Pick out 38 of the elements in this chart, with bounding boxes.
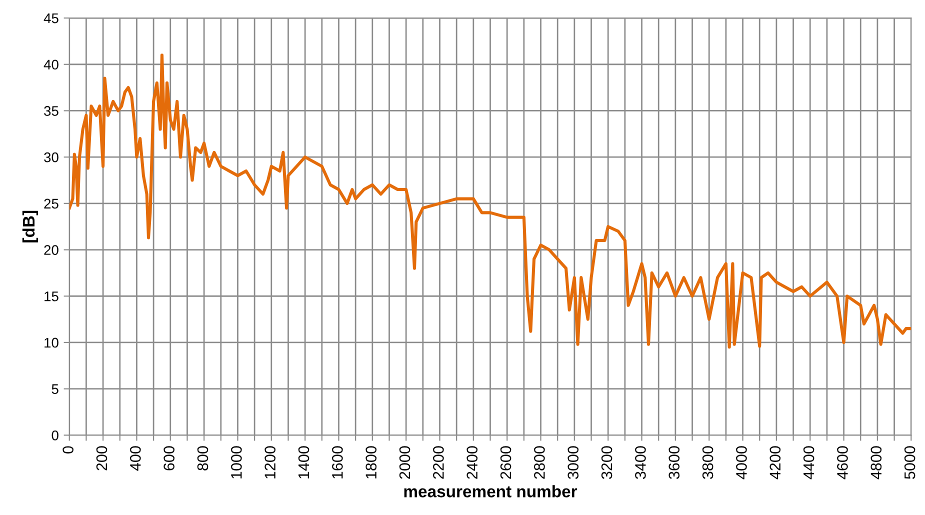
x-tick-label: 400 — [130, 446, 141, 471]
x-tick-label: 0 — [62, 446, 74, 454]
x-tick-label: 800 — [197, 446, 208, 470]
x-tick-label: 3000 — [568, 446, 579, 479]
x-tick-label: 3600 — [668, 446, 680, 479]
x-tick-label: 3200 — [601, 446, 612, 479]
x-axis-title: measurement number — [404, 485, 578, 498]
y-tick-label: 10 — [44, 338, 58, 348]
x-tick-label: 3800 — [702, 446, 714, 479]
x-tick-label: 1600 — [332, 446, 343, 478]
x-tick-label: 2200 — [433, 446, 444, 479]
x-tick-label: 2800 — [534, 446, 545, 479]
x-tick-label: 3400 — [635, 446, 646, 479]
x-tick-label: 1800 — [366, 446, 377, 478]
y-tick-label: 15 — [44, 292, 58, 302]
y-tick-label: 35 — [44, 106, 58, 116]
y-tick-label: 0 — [52, 430, 58, 440]
y-axis-title: [dB] — [22, 210, 38, 242]
x-tick-label: 1000 — [231, 446, 242, 478]
y-tick-label: 5 — [52, 384, 58, 394]
x-tick-label: 4000 — [736, 446, 747, 480]
x-tick-label: 2400 — [466, 446, 478, 479]
x-tick-label: 600 — [164, 446, 174, 470]
y-tick-label: 30 — [44, 152, 58, 162]
x-tick-label: 1400 — [298, 446, 310, 478]
x-tick-label: 5000 — [904, 446, 916, 479]
x-tick-label: 4400 — [803, 446, 814, 480]
x-tick-label: 2000 — [399, 446, 410, 479]
x-tick-label: 4800 — [870, 446, 882, 480]
x-tick-label: 2600 — [500, 446, 512, 479]
y-tick-label: 25 — [44, 198, 58, 209]
y-tick-label: 40 — [44, 60, 58, 70]
y-tick-label: 20 — [44, 245, 58, 255]
y-tick-label: 45 — [44, 14, 58, 24]
x-tick-label: 4200 — [770, 446, 781, 480]
x-tick-label: 200 — [96, 446, 108, 470]
x-tick-label: 1200 — [264, 446, 276, 478]
x-tick-label: 4600 — [837, 446, 848, 480]
